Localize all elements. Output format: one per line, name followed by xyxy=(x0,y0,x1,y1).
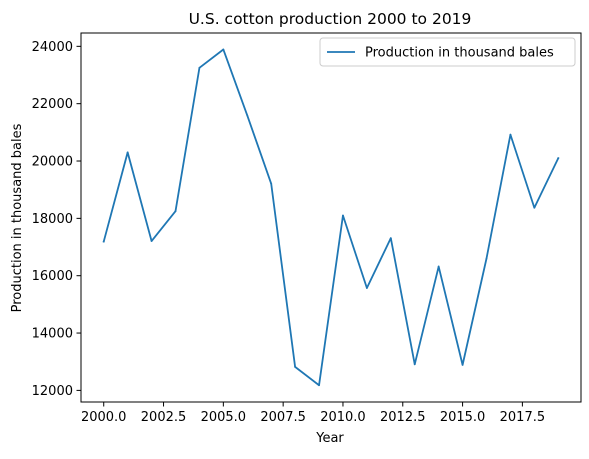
x-tick-label: 2015.0 xyxy=(440,410,486,425)
data-point xyxy=(533,206,536,209)
y-tick-label: 20000 xyxy=(32,155,73,170)
data-point xyxy=(198,66,201,69)
data-point xyxy=(150,240,153,242)
y-tick-label: 14000 xyxy=(32,327,73,342)
data-point xyxy=(557,157,560,160)
y-tick-label: 24000 xyxy=(32,40,73,55)
data-point xyxy=(461,363,464,366)
x-tick-label: 2002.5 xyxy=(141,410,187,425)
data-point xyxy=(485,257,488,260)
data-point xyxy=(365,287,368,289)
data-point xyxy=(413,363,416,366)
data-point xyxy=(174,210,177,213)
y-tick-label: 22000 xyxy=(32,97,73,112)
data-point xyxy=(222,48,225,51)
data-point xyxy=(246,114,249,117)
data-point xyxy=(509,133,512,136)
data-point xyxy=(437,265,440,268)
data-point xyxy=(318,384,320,387)
data-point xyxy=(342,214,344,217)
legend-box xyxy=(319,37,576,67)
x-tick-label: 2005.0 xyxy=(201,410,247,425)
plot-frame xyxy=(80,32,582,403)
legend-label: Production in thousand bales xyxy=(365,46,554,61)
legend: Production in thousand bales xyxy=(319,37,576,67)
x-axis-label: Year xyxy=(315,431,344,446)
data-point xyxy=(102,240,105,243)
x-tick-label: 2000.0 xyxy=(81,410,127,425)
data-point xyxy=(126,151,129,154)
chart-title: U.S. cotton production 2000 to 2019 xyxy=(189,10,472,28)
x-tick-label: 2017.5 xyxy=(500,410,546,425)
y-tick-label: 18000 xyxy=(32,212,73,227)
x-tick-label: 2007.5 xyxy=(260,410,306,425)
series-line xyxy=(102,48,560,387)
data-point xyxy=(270,182,273,185)
y-axis-label: Production in thousand bales xyxy=(10,123,25,312)
x-tick-label: 2010.0 xyxy=(320,410,366,425)
x-tick-label: 2012.5 xyxy=(380,410,426,425)
y-tick-label: 16000 xyxy=(32,269,73,284)
data-point xyxy=(389,237,392,240)
data-point xyxy=(294,365,297,368)
plot-layer: 2000.0 2002.5 2005.0 2007.5 2010.0 2012.5 2015… xyxy=(32,32,582,425)
y-tick-label: 12000 xyxy=(32,384,73,399)
